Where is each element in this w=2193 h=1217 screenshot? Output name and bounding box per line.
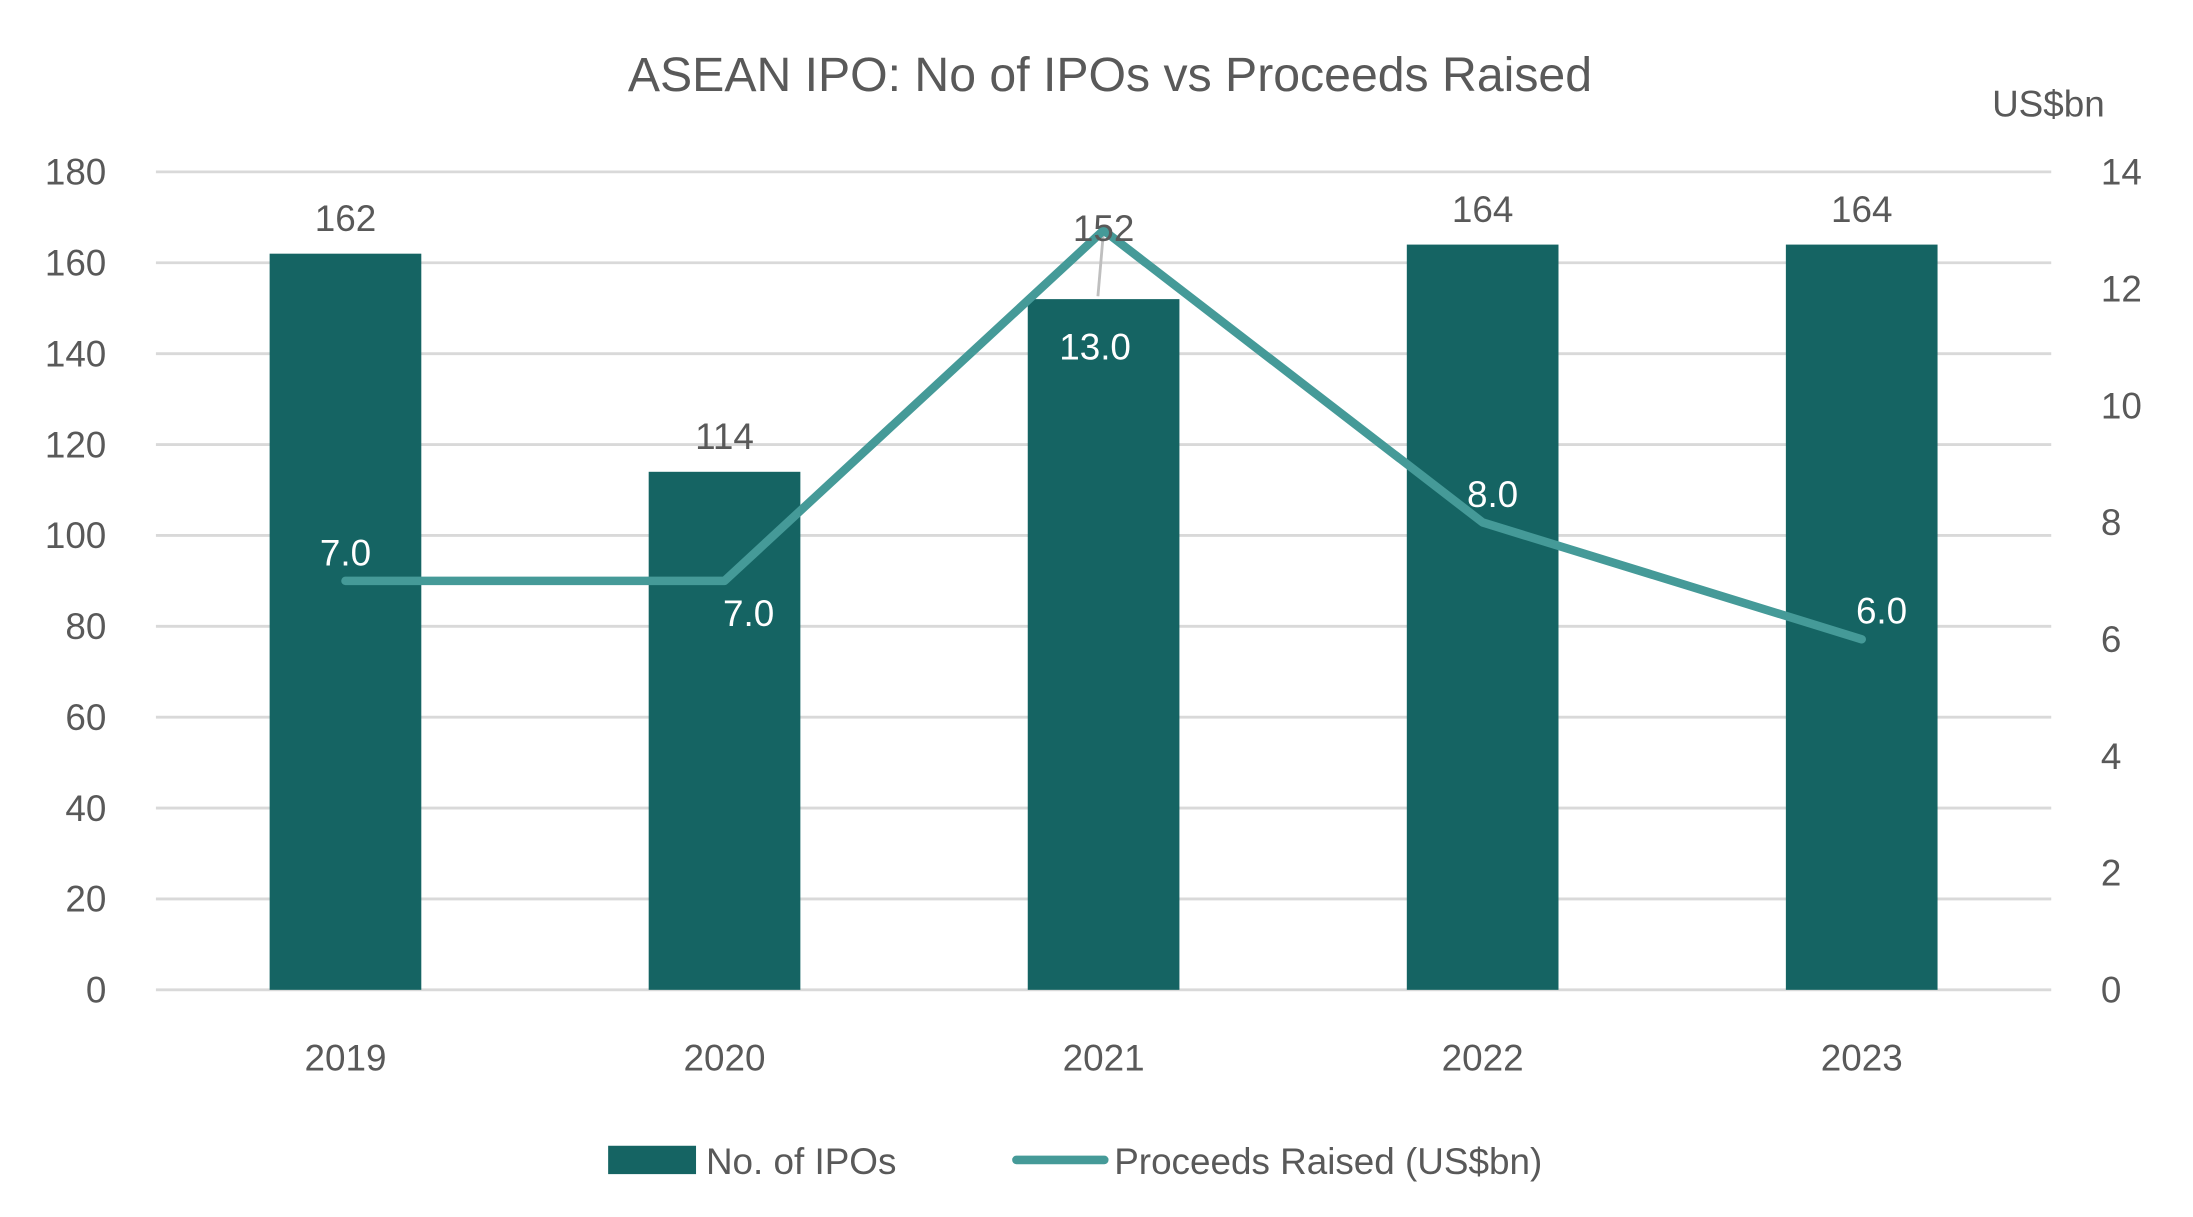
leader-line	[1096, 230, 1106, 297]
legend: No. of IPOs Proceeds Raised (US$bn)	[608, 1141, 1542, 1182]
right-axis-tick: 14	[2101, 152, 2142, 193]
bar-data-label: 152	[1073, 208, 1134, 249]
line-data-label: 6.0	[1856, 591, 1907, 632]
line-data-label: 8.0	[1467, 474, 1518, 515]
bar-data-label: 162	[315, 198, 376, 239]
bar	[1027, 299, 1180, 990]
line-data-label: 13.0	[1059, 326, 1131, 367]
bar	[648, 471, 801, 990]
left-axis-tick: 140	[45, 333, 106, 374]
line-point	[1102, 228, 1106, 232]
x-axis-tick: 2020	[684, 1038, 766, 1079]
left-axis-tick: 120	[45, 424, 106, 465]
left-axis-tick: 80	[65, 606, 106, 647]
bar	[1785, 244, 1938, 990]
right-axis-unit-label: US$bn	[1992, 84, 2105, 125]
bar	[269, 253, 422, 990]
line-data-label: 7.0	[723, 593, 774, 634]
legend-label-line: Proceeds Raised (US$bn)	[1114, 1141, 1542, 1182]
left-axis-tick: 40	[65, 788, 106, 829]
left-axis-tick: 20	[65, 879, 106, 920]
left-axis-tick: 0	[86, 970, 107, 1011]
x-axis-tick: 2023	[1821, 1038, 1903, 1079]
right-axis-tick: 2	[2101, 853, 2121, 894]
left-axis-tick: 160	[45, 243, 106, 284]
right-axis-tick: 8	[2101, 502, 2121, 543]
right-axis-tick: 12	[2101, 268, 2142, 309]
right-axis-tick: 4	[2101, 736, 2121, 777]
bar-data-label: 164	[1831, 189, 1892, 230]
left-axis-tick: 180	[45, 152, 106, 193]
bar-data-label: 164	[1452, 189, 1513, 230]
left-axis-tick: 100	[45, 515, 106, 556]
line-point	[344, 579, 347, 583]
chart-title: ASEAN IPO: No of IPOs vs Proceeds Raised	[628, 48, 1592, 102]
line-point	[723, 579, 726, 583]
legend-label-bars: No. of IPOs	[706, 1141, 896, 1182]
right-axis-tick: 10	[2101, 385, 2142, 426]
left-axis-tick: 60	[65, 697, 106, 738]
right-axis-tick: 6	[2101, 619, 2121, 660]
line-data-label: 7.0	[320, 532, 371, 573]
x-axis-tick: 2019	[304, 1038, 386, 1079]
x-axis-tick: 2022	[1442, 1038, 1524, 1079]
line-point	[1860, 637, 1864, 641]
bar	[1406, 244, 1559, 990]
x-axis-tick: 2021	[1063, 1038, 1145, 1079]
right-axis-tick: 0	[2101, 970, 2121, 1011]
bar-data-label: 114	[695, 416, 754, 457]
line-point	[1481, 521, 1485, 524]
legend-swatch-bars	[608, 1145, 697, 1175]
